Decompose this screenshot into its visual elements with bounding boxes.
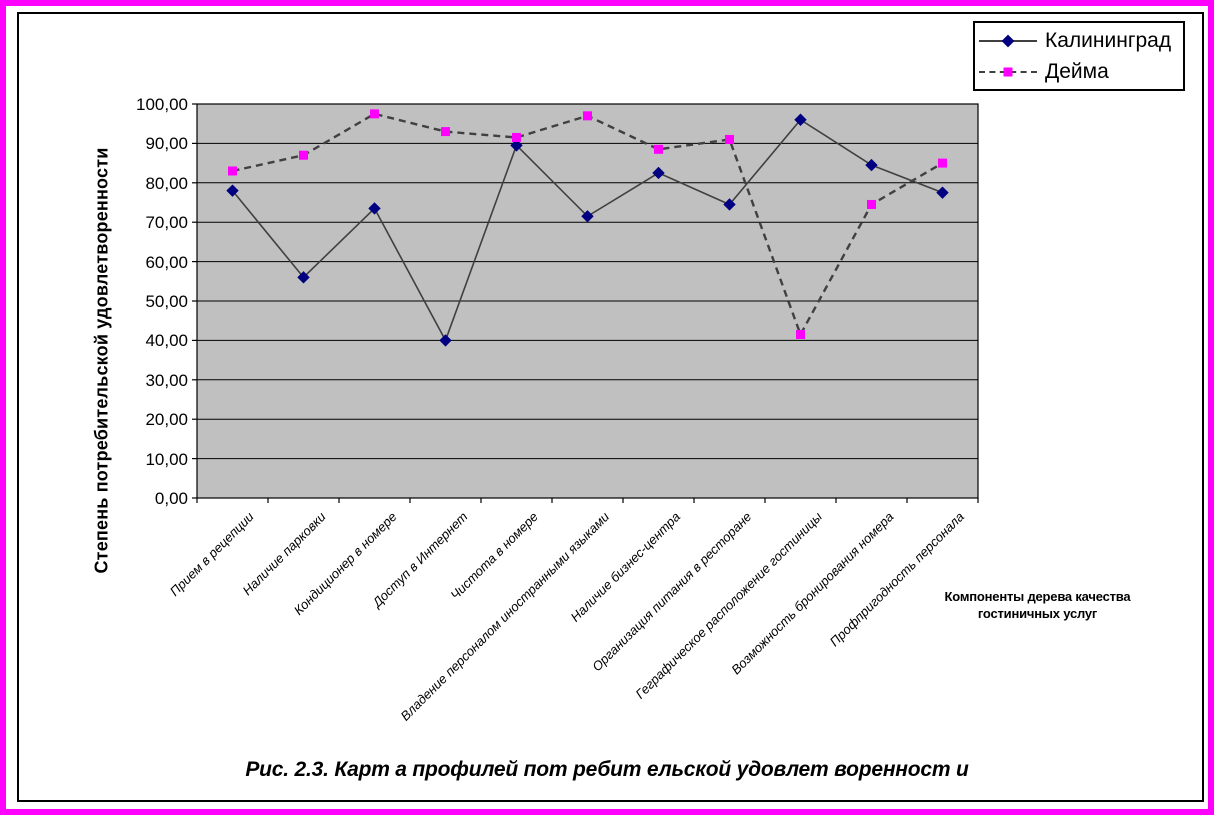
- y-axis-tick-label: 10,00: [145, 449, 188, 469]
- y-axis-tick-label: 40,00: [145, 331, 188, 351]
- x-axis-title-line1: Компоненты дерева качества: [944, 589, 1131, 604]
- legend-item-deyma: Дейма: [979, 56, 1179, 87]
- square-marker-icon: [1003, 67, 1013, 76]
- legend-line-sample: [979, 56, 1037, 87]
- y-axis-tick-label: 20,00: [145, 410, 188, 430]
- y-axis-tick-label: 50,00: [145, 292, 188, 311]
- diamond-marker-icon: [865, 158, 878, 172]
- figure-caption: Рис. 2.3. Карт а профилей пот ребит ельс…: [245, 758, 969, 781]
- diamond-marker-icon: [1001, 34, 1015, 47]
- diamond-marker-icon: [439, 334, 452, 347]
- diamond-marker-icon: [581, 210, 594, 223]
- legend-item-label: Дейма: [1045, 59, 1109, 83]
- legend-item-label: Калининград: [1045, 28, 1172, 52]
- square-marker-icon: [654, 144, 663, 154]
- diamond-marker-icon: [652, 166, 665, 180]
- square-marker-icon: [512, 132, 521, 142]
- square-marker-icon: [228, 166, 237, 176]
- legend-line-sample: [979, 25, 1037, 56]
- y-axis-tick-label: 0,00: [154, 489, 188, 508]
- legend-item-kaliningrad: Калининград: [979, 25, 1179, 56]
- x-axis-title-line2: гостиничных услуг: [977, 606, 1098, 621]
- square-marker-icon: [299, 150, 308, 160]
- diamond-marker-icon: [794, 113, 807, 126]
- diamond-marker-icon: [723, 198, 736, 211]
- y-axis-tick-label: 60,00: [145, 252, 188, 272]
- square-marker-icon: [583, 111, 592, 121]
- x-axis-title: Компоненты дерева качества гостиничных у…: [905, 588, 1170, 622]
- diamond-marker-icon: [226, 184, 239, 197]
- y-axis-tick-label: 100,00: [136, 95, 188, 114]
- diamond-marker-icon: [297, 271, 310, 284]
- y-axis-tick-label: 70,00: [145, 213, 188, 233]
- chart-legend: Калининград Дейма: [973, 21, 1185, 91]
- square-marker-icon: [370, 109, 379, 119]
- square-marker-icon: [867, 199, 876, 209]
- y-axis-tick-label: 30,00: [145, 370, 188, 390]
- diamond-marker-icon: [368, 202, 381, 215]
- chart-plot-area: [192, 103, 979, 503]
- y-axis-tick-label: 80,00: [145, 173, 188, 193]
- y-axis-tick-label: 90,00: [145, 134, 188, 154]
- square-marker-icon: [796, 329, 805, 339]
- square-marker-icon: [441, 127, 450, 137]
- diamond-marker-icon: [936, 186, 949, 199]
- square-marker-icon: [725, 134, 734, 144]
- square-marker-icon: [938, 158, 947, 168]
- x-axis-category-label: Профпригодность персонала: [826, 509, 968, 650]
- diamond-marker-icon: [510, 139, 523, 152]
- x-axis-category-label: Организация питания в ресторане: [588, 509, 755, 675]
